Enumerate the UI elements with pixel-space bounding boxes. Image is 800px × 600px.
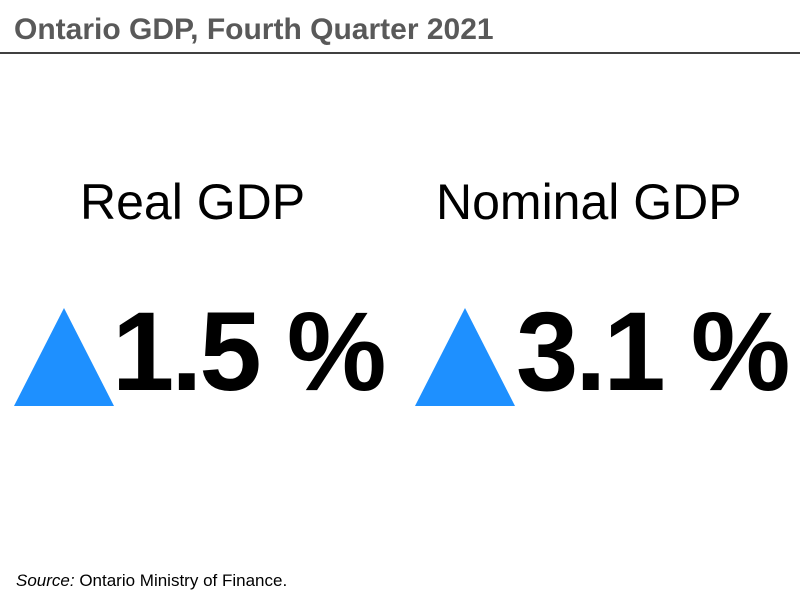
nominal-gdp-value: 3.1 % bbox=[516, 289, 790, 414]
real-gdp-value: 1.5 % bbox=[112, 289, 386, 414]
up-triangle-icon bbox=[14, 308, 114, 406]
source-text: Ontario Ministry of Finance. bbox=[74, 571, 288, 590]
title-divider bbox=[0, 52, 800, 54]
source-note: Source: Ontario Ministry of Finance. bbox=[16, 570, 287, 592]
real-gdp-label: Real GDP bbox=[80, 174, 306, 230]
page-title: Ontario GDP, Fourth Quarter 2021 bbox=[14, 13, 494, 46]
up-triangle-icon bbox=[415, 308, 515, 406]
nominal-gdp-label: Nominal GDP bbox=[436, 174, 742, 230]
source-label: Source: bbox=[16, 571, 75, 590]
